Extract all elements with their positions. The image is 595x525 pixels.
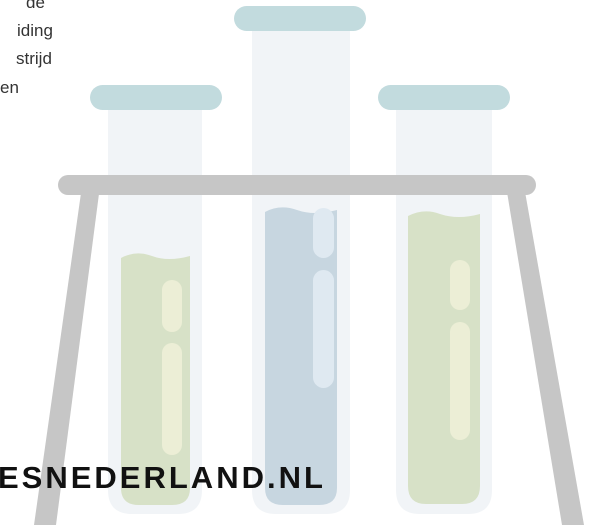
- test-tube-middle: [234, 6, 366, 514]
- tube-highlight: [450, 260, 470, 310]
- tube-cap: [90, 85, 222, 110]
- rack-right-leg: [506, 186, 584, 525]
- intro-line: en: [0, 78, 19, 97]
- tube-highlight: [450, 322, 470, 440]
- rack-top-bar: [58, 175, 536, 195]
- test-tube-right: [378, 85, 510, 514]
- intro-line: de: [26, 0, 45, 12]
- brand-url-text: ESNEDERLAND.NL: [0, 460, 326, 495]
- tube-highlight: [313, 208, 334, 258]
- rack-left-leg: [34, 186, 100, 525]
- test-tube-rack: [34, 175, 584, 525]
- tube-cap: [234, 6, 366, 31]
- tube-cap: [378, 85, 510, 110]
- intro-line: iding: [17, 21, 53, 40]
- intro-line: strijd: [16, 49, 52, 68]
- tube-highlight: [162, 280, 182, 332]
- test-tube-left: [90, 85, 222, 514]
- tube-highlight: [313, 270, 334, 388]
- tube-highlight: [162, 343, 182, 455]
